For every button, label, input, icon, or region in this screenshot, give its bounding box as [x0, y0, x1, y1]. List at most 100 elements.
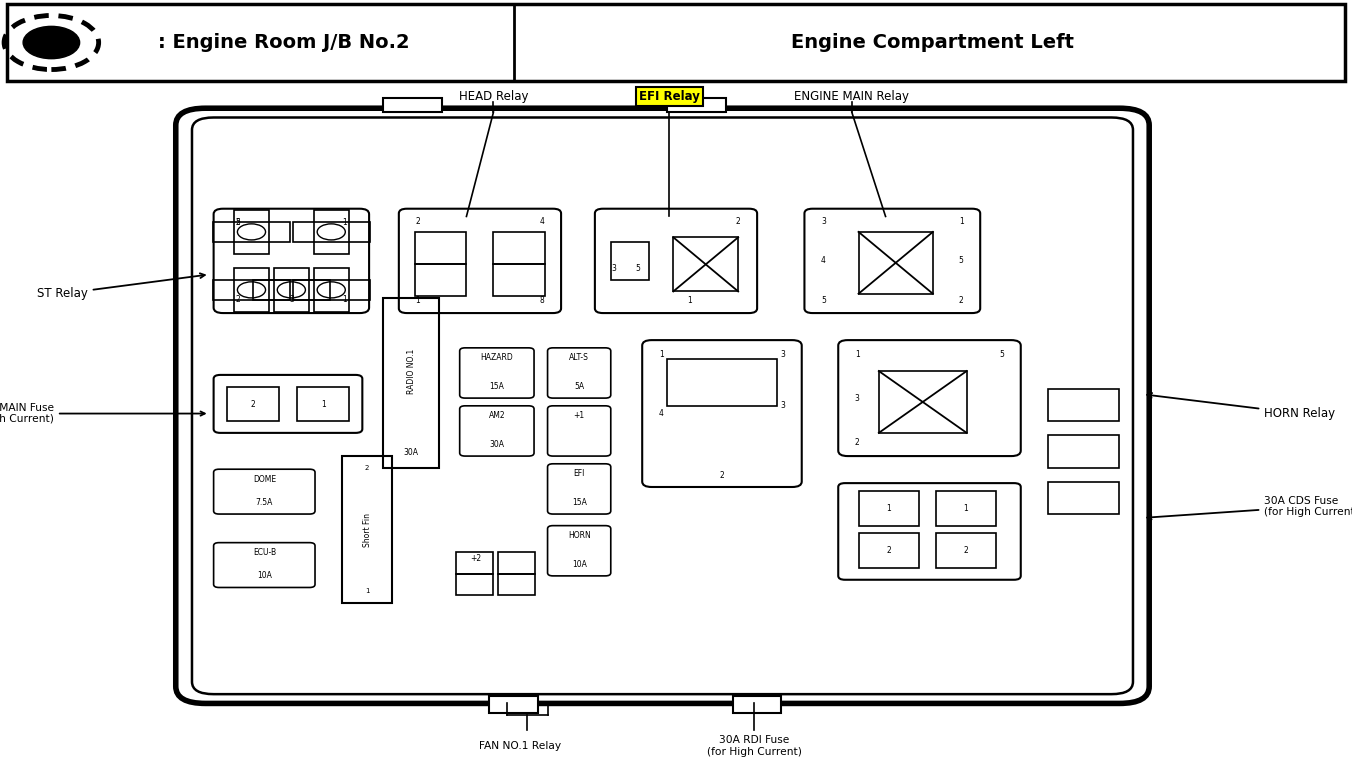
Text: 1: 1 — [415, 296, 420, 305]
Text: 1: 1 — [959, 216, 964, 226]
Text: 10A: 10A — [257, 571, 272, 581]
Text: 2: 2 — [365, 465, 369, 471]
Text: 3: 3 — [780, 349, 786, 359]
Bar — [212, 280, 291, 300]
Text: HORN: HORN — [568, 531, 591, 540]
Text: 3: 3 — [611, 264, 617, 273]
Bar — [611, 241, 649, 281]
Text: 2: 2 — [415, 216, 420, 226]
Text: 40A MAIN Fuse
(for High Current): 40A MAIN Fuse (for High Current) — [0, 403, 204, 424]
Bar — [415, 264, 466, 296]
Bar — [859, 533, 919, 568]
Bar — [456, 574, 493, 595]
Text: 2: 2 — [250, 400, 256, 409]
Bar — [936, 533, 996, 568]
Text: 2: 2 — [235, 295, 241, 304]
Text: 1: 1 — [658, 349, 664, 359]
Text: 10A: 10A — [572, 560, 587, 569]
Text: FAN NO.1 Relay: FAN NO.1 Relay — [480, 741, 561, 751]
Text: 2: 2 — [887, 547, 891, 555]
Text: 5: 5 — [959, 257, 964, 265]
Text: EFI Relay: EFI Relay — [638, 90, 700, 103]
Text: 3: 3 — [780, 401, 786, 410]
Bar — [936, 491, 996, 526]
Text: 15A: 15A — [572, 498, 587, 507]
Bar — [415, 232, 466, 264]
Bar — [273, 267, 308, 312]
Text: 3: 3 — [821, 216, 826, 226]
Text: 7.5A: 7.5A — [256, 498, 273, 507]
Bar — [456, 552, 493, 574]
Text: ENGINE MAIN Relay: ENGINE MAIN Relay — [794, 90, 910, 103]
Text: 30A CDS Fuse
(for High Current): 30A CDS Fuse (for High Current) — [1148, 495, 1352, 519]
Text: 2: 2 — [964, 547, 968, 555]
Text: EFI: EFI — [573, 469, 585, 478]
Bar — [1048, 389, 1119, 421]
Bar — [733, 696, 781, 713]
Bar — [234, 267, 269, 312]
Bar — [673, 237, 738, 291]
Text: RADIO NO.1: RADIO NO.1 — [407, 349, 415, 393]
Text: HORN Relay: HORN Relay — [1148, 393, 1336, 420]
Bar — [493, 264, 545, 296]
Text: 5: 5 — [235, 218, 241, 227]
Text: 3: 3 — [854, 393, 860, 403]
Bar — [498, 574, 535, 595]
Bar — [253, 280, 330, 300]
Text: 2: 2 — [235, 218, 241, 227]
Bar — [314, 267, 349, 312]
Text: 2: 2 — [854, 438, 860, 447]
Text: Short Fin: Short Fin — [362, 512, 372, 547]
Bar — [297, 387, 349, 421]
Text: 1: 1 — [342, 295, 347, 304]
Text: HEAD Relay: HEAD Relay — [458, 90, 529, 103]
Bar — [292, 222, 370, 242]
Text: 5: 5 — [999, 349, 1005, 359]
Text: Engine Compartment Left: Engine Compartment Left — [791, 33, 1075, 52]
Bar — [498, 552, 535, 574]
Text: 5A: 5A — [575, 382, 584, 391]
Circle shape — [23, 26, 80, 59]
Bar — [383, 298, 439, 468]
Text: AM2: AM2 — [488, 411, 506, 421]
Bar — [7, 4, 1345, 81]
Text: 15A: 15A — [489, 382, 504, 391]
Text: ALT-S: ALT-S — [569, 353, 589, 363]
Text: +2: +2 — [470, 553, 481, 563]
Bar — [212, 222, 291, 242]
Text: 1: 1 — [365, 588, 369, 594]
Text: +1: +1 — [573, 411, 584, 421]
Bar — [342, 456, 392, 603]
Bar — [667, 359, 777, 406]
Text: 8: 8 — [539, 296, 545, 305]
Text: 1: 1 — [320, 400, 326, 409]
Text: 1: 1 — [964, 504, 968, 512]
Bar — [489, 696, 538, 713]
Text: 1: 1 — [342, 218, 347, 227]
Text: 30A: 30A — [489, 440, 504, 449]
Bar — [314, 209, 349, 254]
Text: 1: 1 — [887, 504, 891, 512]
Bar — [292, 280, 370, 300]
Text: 30A: 30A — [403, 448, 419, 457]
Text: 3: 3 — [289, 295, 293, 304]
Text: 2: 2 — [735, 216, 741, 226]
Text: HAZARD: HAZARD — [480, 353, 514, 363]
Bar — [859, 491, 919, 526]
Text: 4: 4 — [539, 216, 545, 226]
Text: 1: 1 — [854, 349, 860, 359]
Bar — [234, 209, 269, 254]
Bar — [859, 232, 933, 294]
Text: 2: 2 — [959, 296, 964, 305]
Bar — [383, 98, 442, 112]
Text: ECU-B: ECU-B — [253, 548, 276, 557]
Bar — [667, 98, 726, 112]
FancyBboxPatch shape — [176, 108, 1149, 703]
Bar — [1048, 435, 1119, 468]
Text: DOME: DOME — [253, 475, 276, 484]
Text: : Engine Room J/B No.2: : Engine Room J/B No.2 — [158, 33, 410, 52]
Bar — [879, 371, 967, 433]
Bar — [1048, 482, 1119, 514]
Text: 2: 2 — [719, 471, 725, 480]
Text: 5: 5 — [635, 264, 641, 273]
